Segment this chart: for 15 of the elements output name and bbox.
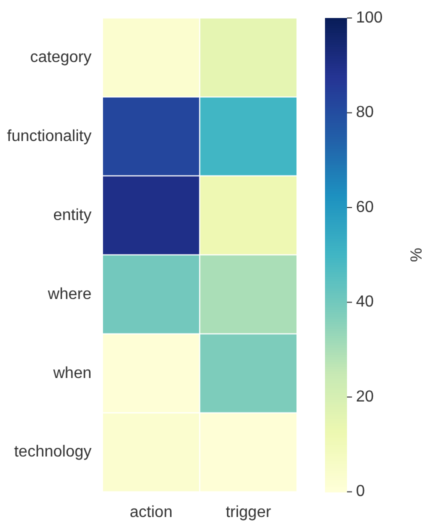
color-bar-label: 0	[356, 483, 365, 500]
color-bar-label: 60	[356, 198, 374, 216]
color-bar-title: %	[408, 248, 422, 262]
y-tick-label: entity	[53, 206, 92, 224]
color-bar-label: 80	[356, 104, 374, 122]
x-tick-label: action	[130, 504, 172, 521]
y-tick-label: category	[30, 48, 92, 66]
y-tick-label: technology	[14, 444, 92, 461]
y-tick-label: when	[52, 364, 92, 382]
y-tick-label: functionality	[6, 128, 92, 145]
color-bar-label: 40	[356, 294, 374, 311]
color-bar-label: 20	[356, 388, 374, 406]
x-tick-label: trigger	[226, 504, 272, 521]
color-bar-label: 100	[356, 9, 383, 26]
y-tick-label: where	[46, 286, 92, 303]
